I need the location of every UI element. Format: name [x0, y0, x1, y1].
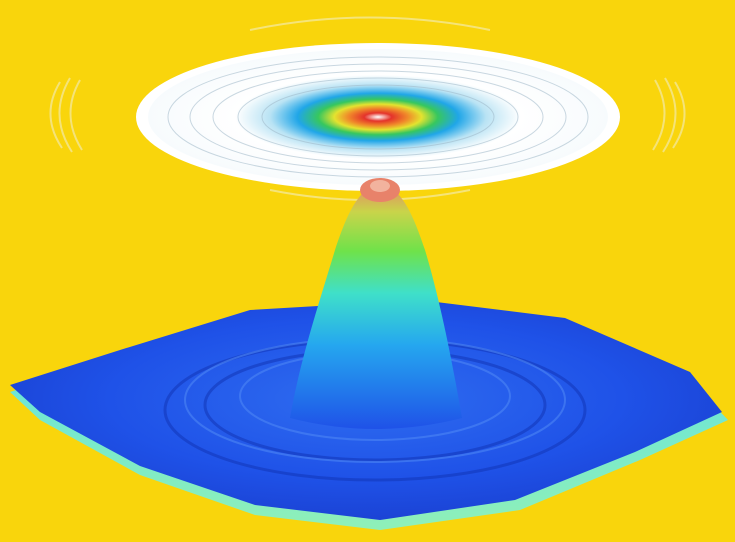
ripple-arcs — [49, 16, 686, 201]
contour-disc — [136, 43, 620, 191]
central-peak — [290, 178, 462, 429]
